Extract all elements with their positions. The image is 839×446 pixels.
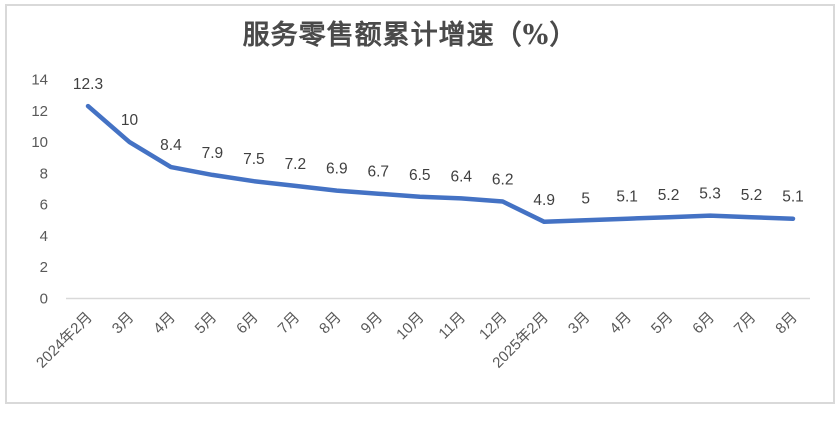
data-label: 7.2 (285, 156, 307, 173)
y-tick-label: 14 (31, 72, 48, 89)
data-label: 5 (581, 190, 590, 207)
x-tick-label: 6月 (689, 309, 718, 338)
x-tick-label: 3月 (109, 309, 138, 338)
data-label: 6.5 (409, 167, 431, 184)
data-label: 5.1 (782, 189, 804, 206)
y-tick-label: 0 (40, 291, 48, 308)
x-tick-label: 5月 (192, 309, 221, 338)
x-tick-label: 11月 (435, 309, 469, 343)
data-label: 10 (121, 112, 139, 129)
x-tick-label: 4月 (606, 309, 635, 338)
x-tick-label: 8月 (772, 309, 801, 338)
chart-title: 服务零售额累计增速（%） (242, 20, 578, 51)
y-tick-label: 6 (40, 197, 48, 214)
x-tick-label: 4月 (150, 309, 179, 338)
data-label: 5.3 (699, 186, 721, 203)
data-label: 6.7 (368, 164, 390, 181)
data-label: 6.2 (492, 172, 514, 189)
data-label: 5.2 (658, 187, 680, 204)
x-tick-label: 7月 (731, 309, 760, 338)
data-label: 12.3 (73, 76, 103, 93)
x-tick-label: 8月 (316, 309, 345, 338)
chart-frame (5, 4, 835, 404)
x-tick-label: 9月 (358, 309, 387, 338)
data-label: 5.1 (616, 189, 638, 206)
data-label: 6.9 (326, 161, 348, 178)
data-label: 7.5 (243, 151, 265, 168)
y-tick-label: 4 (40, 228, 48, 245)
x-tick-label: 12月 (476, 309, 510, 343)
y-tick-label: 8 (40, 165, 48, 182)
x-tick-label: 5月 (648, 309, 677, 338)
series-line (85, 103, 796, 225)
x-tick-label: 3月 (565, 309, 594, 338)
data-label: 5.2 (741, 187, 763, 204)
data-label: 7.9 (202, 145, 224, 162)
y-tick-label: 2 (40, 259, 48, 276)
x-tick-label: 7月 (275, 309, 304, 338)
data-label: 4.9 (533, 192, 555, 209)
x-tick-label: 2024年2月 (33, 309, 96, 372)
x-tick-label: 6月 (233, 309, 262, 338)
y-tick-label: 10 (31, 134, 48, 151)
y-tick-label: 12 (31, 103, 48, 120)
data-label: 6.4 (450, 168, 472, 185)
x-tick-label: 10月 (393, 309, 427, 343)
data-label: 8.4 (160, 137, 182, 154)
